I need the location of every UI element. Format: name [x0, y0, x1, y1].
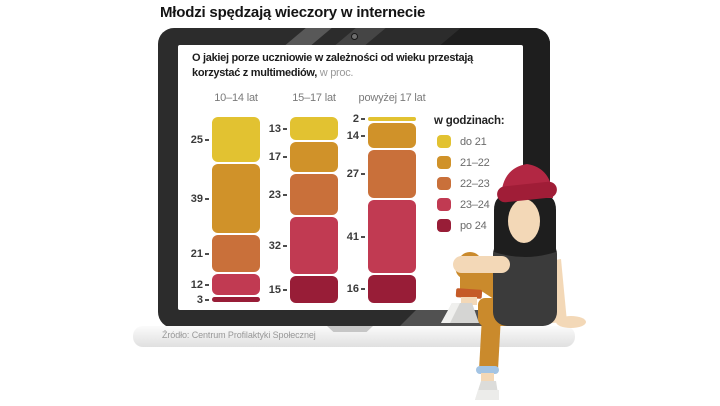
- tick-mark: [205, 283, 209, 286]
- legend-title: w godzinach:: [434, 115, 505, 127]
- laptop-base-notch: [327, 326, 373, 332]
- legend-swatch: [437, 219, 451, 232]
- stacked-bar: 13 17 23 32 15: [269, 117, 338, 303]
- legend-swatch: [437, 135, 451, 148]
- legend-item: 22–23: [437, 177, 504, 190]
- tick-mark: [283, 288, 287, 291]
- ankle-skin: [481, 373, 494, 383]
- bar-segment: 27: [347, 150, 416, 198]
- legend-label: 23–24: [460, 198, 490, 211]
- segment-value-label: 3: [197, 294, 209, 306]
- laptop-screen: O jakiej porze uczniowie w zależności od…: [178, 45, 523, 310]
- segment-value-label: 17: [269, 151, 287, 163]
- ankle-cuff-orange: [455, 288, 483, 299]
- tick-mark: [361, 288, 365, 290]
- bar-segment: 13: [269, 117, 338, 140]
- segment-value-label: 13: [269, 123, 287, 135]
- column-header: powyżej 17 lat: [358, 92, 426, 104]
- legend-label: do 21: [460, 135, 487, 148]
- bar-segment: 3: [197, 294, 260, 306]
- right-hand: [556, 316, 586, 328]
- legend-label: po 24: [460, 219, 487, 232]
- legend-item: po 24: [437, 219, 504, 232]
- segment-value-label: 15: [269, 284, 287, 296]
- laptop-illustration: O jakiej porze uczniowie w zależności od…: [158, 28, 550, 328]
- bar-segment: 16: [347, 275, 416, 303]
- hanging-shoe-highlight: [475, 390, 499, 400]
- bar-segment: 15: [269, 276, 338, 303]
- segment-value-label: 41: [347, 231, 365, 243]
- bar-segment: 39: [191, 164, 260, 233]
- segment-value-label: 16: [347, 283, 365, 295]
- webcam-dot-icon: [351, 33, 358, 40]
- bar-segment: 17: [269, 142, 338, 172]
- legend-swatch: [437, 156, 451, 169]
- bar-segment: 23: [269, 174, 338, 215]
- tick-mark: [283, 193, 287, 196]
- ankle-cuff-blue: [476, 366, 499, 374]
- tick-mark: [205, 138, 209, 141]
- legend: w godzinach: do 21 21–22 22–23 23–24 po 24: [434, 115, 505, 232]
- legend-label: 22–23: [460, 177, 490, 190]
- tick-mark: [361, 173, 365, 175]
- tick-mark: [283, 244, 287, 247]
- bar-segment: 21: [191, 235, 260, 272]
- segment-value-label: 25: [191, 134, 209, 146]
- bezel-reflection-stripe: [284, 28, 332, 46]
- segment-value-label: 12: [191, 279, 209, 291]
- bar-segment: 14: [347, 123, 416, 148]
- legend-item: 23–24: [437, 198, 504, 211]
- stacked-bar: 25 39 21 12 3: [191, 117, 260, 306]
- tick-mark: [361, 118, 365, 120]
- bar-segment: 25: [191, 117, 260, 162]
- legend-swatch: [437, 198, 451, 211]
- tick-mark: [283, 156, 287, 158]
- bezel-reflection-stripe: [334, 28, 386, 46]
- segment-value-label: 21: [191, 248, 209, 260]
- tick-mark: [361, 134, 365, 137]
- laptop-base: Źródło: Centrum Profilaktyki Społecznej: [133, 326, 575, 347]
- hanging-leg: [479, 316, 501, 370]
- stacked-bar-chart: 10–14 lat 25 39 21 12 3 15–17 lat 13 17 23 32 15 pow…: [178, 45, 523, 310]
- legend-swatch: [437, 177, 451, 190]
- legend-label: 21–22: [460, 156, 490, 169]
- stacked-bar: 2 14 27 41 16: [347, 113, 416, 303]
- column-header: 15–17 lat: [292, 92, 336, 104]
- column-header: 10–14 lat: [214, 92, 258, 104]
- tick-mark: [205, 298, 209, 301]
- tick-mark: [205, 197, 209, 200]
- chart-heading: O jakiej porze uczniowie w zależności od…: [192, 51, 516, 81]
- segment-value-label: 27: [347, 168, 365, 180]
- legend-items: do 21 21–22 22–23 23–24 po 24: [434, 135, 504, 232]
- segment-value-label: 23: [269, 189, 287, 201]
- source-caption: Źródło: Centrum Profilaktyki Społecznej: [162, 330, 316, 340]
- legend-item: 21–22: [437, 156, 504, 169]
- legend-item: do 21: [437, 135, 504, 148]
- shoe-on-bezel-highlight: [441, 303, 460, 323]
- page-title: Młodzi spędzają wieczory w internecie: [160, 4, 426, 21]
- tick-mark: [283, 127, 287, 130]
- segment-value-label: 39: [191, 193, 209, 205]
- bar-segment: 32: [269, 217, 338, 274]
- chart-heading-bold: O jakiej porze uczniowie w zależności od…: [192, 52, 473, 79]
- segment-value-label: 2: [353, 113, 365, 125]
- bar-segment: 41: [347, 200, 416, 273]
- segment-value-label: 14: [347, 130, 365, 142]
- tick-mark: [205, 252, 209, 255]
- ankle-skin-left: [461, 297, 477, 305]
- bar-segment: 2: [353, 113, 416, 125]
- person-illustration: [441, 164, 586, 400]
- beanie-brim: [497, 181, 557, 203]
- chart-heading-suffix: w proc.: [317, 67, 354, 79]
- face: [508, 199, 540, 243]
- left-arm: [453, 256, 510, 273]
- bar-segment: 12: [191, 274, 260, 295]
- segment-value-label: 32: [269, 240, 287, 252]
- tick-mark: [361, 235, 365, 238]
